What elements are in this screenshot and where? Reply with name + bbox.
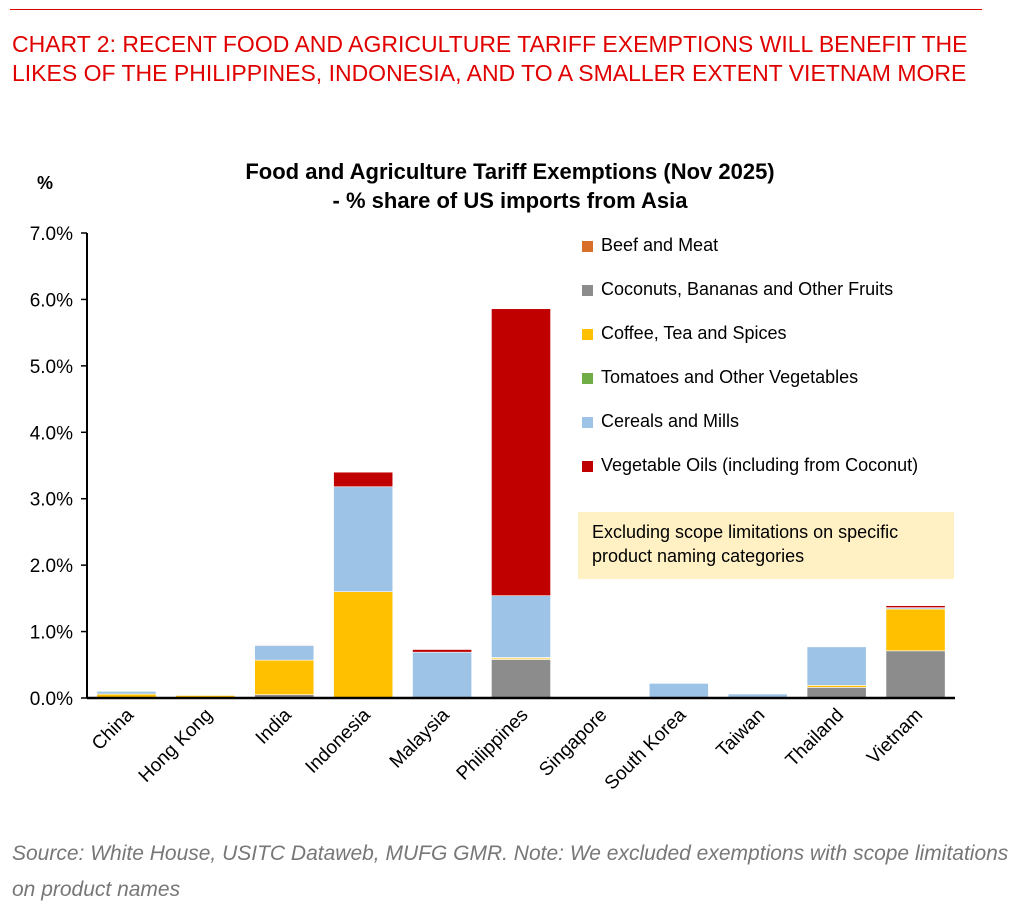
bar-segment <box>885 608 946 652</box>
top-rule <box>10 9 982 10</box>
legend-item: Vegetable Oils (including from Coconut) <box>582 455 951 499</box>
legend-swatch <box>582 373 593 384</box>
legend-label: Beef and Meat <box>601 235 719 255</box>
legend-item: Tomatoes and Other Vegetables <box>582 367 951 411</box>
y-tick-label: 3.0% <box>30 490 73 511</box>
bar-segment <box>885 650 946 699</box>
x-tick-label: Indonesia <box>302 704 375 777</box>
x-tick-label: China <box>88 704 138 754</box>
legend-swatch <box>582 461 593 472</box>
y-tick-label: 2.0% <box>30 556 73 577</box>
legend-label: Tomatoes and Other Vegetables <box>601 367 859 387</box>
legend-label: Vegetable Oils (including from Coconut) <box>601 455 919 475</box>
x-tick-label: Philippines <box>453 705 533 785</box>
x-tick-label: Vietnam <box>863 705 927 769</box>
bar-segment <box>333 486 394 593</box>
legend-item: Coffee, Tea and Spices <box>582 323 951 367</box>
x-tick-label: India <box>252 704 296 748</box>
x-tick-label: Malaysia <box>386 704 454 772</box>
legend-item: Cereals and Mills <box>582 411 951 455</box>
y-tick-label: 0.0% <box>30 689 73 710</box>
note-box: Excluding scope limitations on specific … <box>578 512 954 579</box>
y-tick-label: 4.0% <box>30 423 73 444</box>
legend-label: Coffee, Tea and Spices <box>601 323 787 343</box>
legend-item: Coconuts, Bananas and Other Fruits <box>582 279 951 323</box>
x-tick-label: Singapore <box>535 705 611 781</box>
bar-segment <box>491 595 551 658</box>
legend-swatch <box>582 417 593 428</box>
x-tick-label: Hong Kong <box>135 705 217 787</box>
bar-segment <box>806 687 867 699</box>
legend-label: Cereals and Mills <box>601 411 740 431</box>
chart-heading: CHART 2: RECENT FOOD AND AGRICULTURE TAR… <box>12 31 968 86</box>
legend-swatch <box>582 329 593 340</box>
x-tick-label: Thailand <box>782 705 848 771</box>
x-tick-label: Taiwan <box>713 705 770 762</box>
chart-title: Food and Agriculture Tariff Exemptions (… <box>150 157 870 215</box>
x-tick-label: South Korea <box>601 704 691 794</box>
bar-segment <box>491 659 551 699</box>
legend-swatch <box>582 285 593 296</box>
bar-segment <box>254 644 315 646</box>
y-tick-label: 1.0% <box>30 623 73 644</box>
bar-segment <box>254 659 315 695</box>
bar-segment <box>648 683 709 699</box>
y-axis-label: % <box>37 173 54 193</box>
bar-segment <box>333 471 394 488</box>
legend-item: Beef and Meat <box>582 235 951 279</box>
title-line: Food and Agriculture Tariff Exemptions (… <box>245 159 775 184</box>
bar-segment <box>412 651 472 699</box>
bar-segment <box>885 605 946 608</box>
bar-segment <box>806 646 867 686</box>
y-tick-label: 7.0% <box>30 224 73 245</box>
subtitle-line: - % share of US imports from Asia <box>332 188 688 213</box>
bar-segment <box>254 645 315 661</box>
y-tick-label: 6.0% <box>30 290 73 311</box>
y-tick-label: 5.0% <box>30 357 73 378</box>
bar-segment <box>412 649 472 653</box>
legend: Beef and Meat Coconuts, Bananas and Other… <box>582 235 951 499</box>
bar-segment <box>96 691 157 695</box>
bar-segment <box>491 308 551 597</box>
bar-segment <box>175 694 236 696</box>
source-note: Source: White House, USITC Dataweb, MUFG… <box>12 842 1009 901</box>
legend-swatch <box>582 241 593 252</box>
legend-label: Coconuts, Bananas and Other Fruits <box>601 279 894 299</box>
bar-segment <box>333 591 394 698</box>
